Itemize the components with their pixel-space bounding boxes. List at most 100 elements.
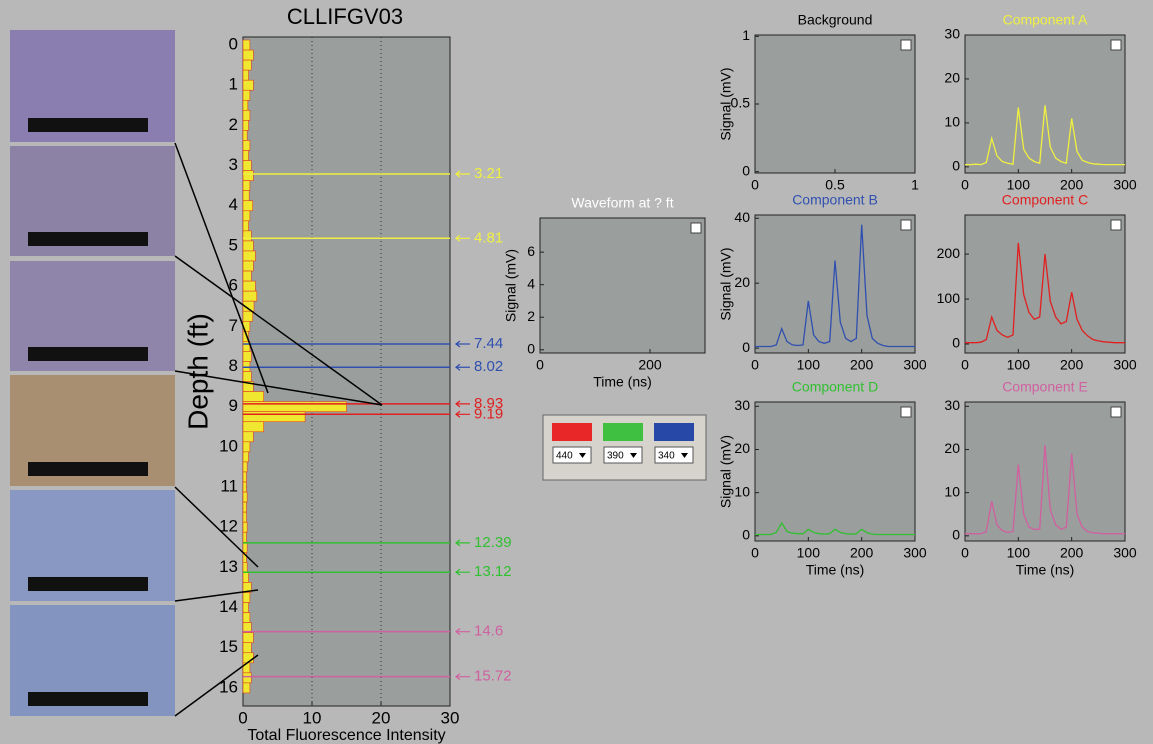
- series-line: [755, 521, 915, 536]
- connector: [174, 654, 259, 717]
- y-tick-label: 200: [937, 245, 961, 261]
- y-tick-label: 13: [219, 557, 238, 576]
- chart: 0 20 40 0 100 200 300 Component B Signal (mV): [718, 192, 927, 373]
- y-tick-label: 30: [944, 397, 960, 413]
- chart-title: Waveform at ? ft: [571, 195, 673, 211]
- y-axis-label: Signal (mV): [718, 67, 734, 140]
- profile-bar: [242, 461, 248, 473]
- checkbox[interactable]: [900, 39, 912, 51]
- x-axis-label: Total Fluorescence Intensity: [247, 727, 445, 744]
- chart-title: Background: [798, 12, 873, 28]
- series-line: [965, 105, 1125, 166]
- x-axis-label: Time (ns): [1016, 562, 1075, 578]
- y-tick-label: 6: [527, 243, 535, 259]
- profile-bar: [242, 541, 248, 553]
- y-tick-label: 1: [229, 75, 238, 94]
- plot-area: [964, 214, 1126, 354]
- chart-title: Component D: [792, 379, 878, 395]
- profile-bar: [242, 190, 250, 202]
- profile-bar: [242, 310, 253, 322]
- y-tick-label: 14: [219, 597, 238, 616]
- profile-bar: [242, 150, 249, 161]
- profile-bar: [242, 471, 247, 483]
- x-tick-label: 100: [1007, 357, 1031, 373]
- wavelength-dropdown[interactable]: [603, 446, 643, 464]
- y-tick-label: 40: [734, 209, 750, 225]
- y-tick-label: 12: [219, 517, 238, 536]
- dropdown-arrow: [630, 453, 637, 458]
- plot-area: [242, 36, 451, 707]
- y-tick-label: 100: [937, 290, 961, 306]
- x-tick-label: 100: [797, 357, 821, 373]
- x-tick-label: 300: [1113, 545, 1137, 561]
- profile-bar: [242, 69, 249, 81]
- plot-area: [754, 401, 916, 542]
- profile-bar: [242, 371, 252, 382]
- checkbox[interactable]: [690, 222, 702, 234]
- connector: [174, 486, 259, 568]
- chart-title: Component B: [792, 192, 878, 208]
- dropdown-arrow: [579, 453, 586, 458]
- profile-bar: [242, 59, 252, 71]
- checkbox[interactable]: [900, 406, 912, 418]
- checkbox[interactable]: [1110, 39, 1122, 51]
- y-axis-label: Signal (mV): [718, 435, 734, 508]
- connector: [174, 142, 269, 394]
- profile-bar: [242, 672, 252, 684]
- x-tick-label: 300: [1113, 357, 1137, 373]
- wavelength-value: 440: [556, 451, 573, 462]
- x-tick-label: 300: [903, 357, 927, 373]
- x-tick-label: 30: [441, 708, 460, 727]
- channel-swatch[interactable]: [654, 423, 694, 441]
- marker-label: 7.44: [474, 335, 503, 352]
- profile-bar: [242, 451, 249, 463]
- image-depth-connectors: [174, 142, 383, 717]
- marker-label: 9.19: [474, 405, 503, 422]
- y-tick-label: 0: [952, 527, 960, 543]
- plot-area: [964, 34, 1126, 174]
- checkbox[interactable]: [900, 219, 912, 231]
- y-tick-label: 0: [742, 527, 750, 543]
- y-tick-label: 11: [220, 477, 238, 496]
- marker-arrow: [455, 170, 470, 178]
- chart-title: Component C: [1002, 192, 1088, 208]
- profile-bar: [242, 421, 265, 433]
- y-axis-label: Signal (mV): [503, 249, 519, 322]
- y-tick-label: 5: [229, 235, 238, 254]
- profile-bar: [242, 411, 306, 423]
- plot-area: [754, 214, 916, 354]
- image-caption-strip: [28, 577, 148, 591]
- x-tick-label: 200: [850, 357, 874, 373]
- y-tick-label: 20: [734, 440, 750, 456]
- image-caption-strip: [28, 347, 148, 361]
- plot-area: [754, 34, 916, 174]
- channel-swatch[interactable]: [552, 423, 592, 441]
- marker-label: 14.6: [474, 623, 503, 640]
- marker-label: 8.02: [474, 358, 503, 375]
- profile-bar: [242, 210, 251, 222]
- series-line: [755, 224, 915, 348]
- profile-bar: [242, 391, 265, 402]
- y-axis-label: Signal (mV): [718, 247, 734, 320]
- checkbox[interactable]: [1110, 219, 1122, 231]
- connector: [174, 370, 383, 406]
- series-line: [965, 242, 1125, 344]
- profile-bar: [242, 99, 249, 111]
- x-tick-label: 10: [303, 708, 322, 727]
- y-tick-label: 30: [944, 26, 960, 42]
- profile-bar: [242, 290, 258, 302]
- checkbox[interactable]: [1110, 406, 1122, 418]
- y-tick-label: 9: [229, 396, 238, 415]
- y-tick-label: 15: [219, 637, 238, 656]
- channel-swatch[interactable]: [603, 423, 643, 441]
- wavelength-dropdown[interactable]: [654, 446, 694, 464]
- core-images: [10, 30, 175, 716]
- wavelength-dropdown[interactable]: [552, 446, 592, 464]
- plot-area: [964, 401, 1126, 542]
- plot-area: [539, 217, 706, 354]
- profile-bar: [242, 511, 247, 523]
- x-tick-label: 0: [961, 357, 969, 373]
- y-tick-label: 0: [742, 162, 750, 178]
